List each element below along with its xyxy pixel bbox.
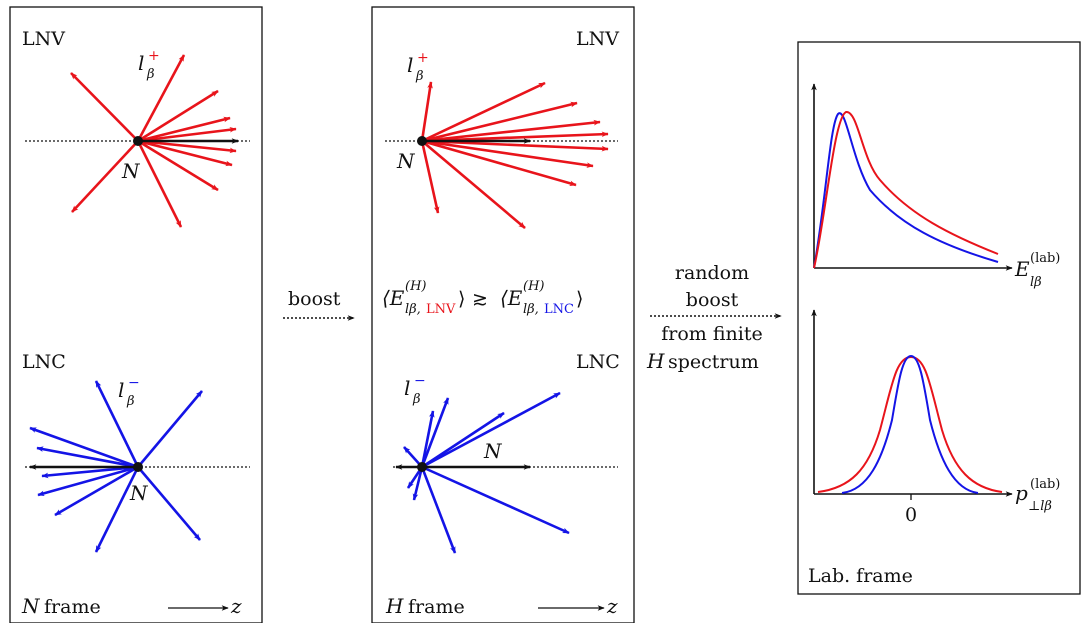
lnc-lepton-arrows-left [29,380,203,553]
lnc-label-left: LNC [22,351,66,373]
svg-text:N: N [21,594,41,618]
svg-text:l: l [407,53,413,77]
svg-text:⟨E: ⟨E [382,286,405,310]
svg-text:l: l [138,51,144,75]
svg-text:≳: ≳ [472,288,488,310]
pt-zero-tick-label: 0 [905,504,917,526]
random-boost-line3: from finite [661,323,762,345]
neutrino-label-middle-top: N [396,149,416,173]
lnv-energy-distribution-curve [813,111,999,269]
energy-axis-label: E (lab) lβ [1014,251,1060,290]
svg-text:−: − [128,375,140,391]
lepton-minus-label-middle: l β − [404,373,426,407]
svg-text:LNV: LNV [426,302,456,317]
lnv-lepton-arrows-middle [420,81,609,229]
svg-text:H: H [385,594,404,618]
lab-frame-label: Lab. frame [808,565,913,587]
random-boost-connector: random boost from finite H spectrum [646,262,782,373]
svg-text:LNC: LNC [544,302,574,317]
svg-text:E: E [1014,257,1030,281]
svg-text:⟩: ⟩ [576,288,583,310]
svg-text:frame: frame [408,596,465,618]
svg-text:+: + [417,50,429,66]
svg-text:+: + [148,48,160,64]
neutrino-dot-middle-top [417,136,427,146]
z-axis-label-left: z [230,594,242,618]
n-frame-border [9,6,263,623]
svg-text:l: l [118,378,124,402]
svg-text:frame: frame [44,596,101,618]
boost-connector: boost [283,288,355,321]
svg-text:−: − [414,373,426,389]
lnv-label-middle: LNV [576,28,619,50]
lepton-plus-label-left: l β + [138,48,160,82]
svg-text:β: β [412,392,421,407]
h-frame-caption: H frame [385,594,465,618]
boost-label: boost [288,288,341,310]
svg-text:spectrum: spectrum [668,351,759,373]
svg-text:β: β [126,394,135,409]
svg-text:⊥lβ: ⊥lβ [1028,499,1052,514]
svg-text:(H): (H) [523,279,544,294]
neutrino-dot-left-bottom [133,462,143,472]
neutrino-label-left-top: N [121,159,141,183]
svg-text:β: β [415,69,424,84]
svg-text:l: l [404,376,410,400]
pt-axis-label: p (lab) ⊥lβ [1015,477,1060,514]
lnv-lepton-arrows-left [70,54,237,228]
svg-text:⟩: ⟩ [458,288,465,310]
random-boost-line2: boost [686,289,739,311]
lepton-minus-label-left: l β − [118,375,140,409]
lnc-energy-distribution-curve [813,112,999,269]
neutrino-label-left-bottom: N [129,481,149,505]
lnv-label-left: LNV [22,28,65,50]
svg-text:lβ: lβ [1030,275,1042,290]
mean-energy-relation: ⟨E (H) lβ, LNV ⟩ ≳ ⟨E (H) lβ, LNC ⟩ [382,279,583,317]
z-axis-label-middle: z [606,594,618,618]
svg-text:lβ,: lβ, [523,302,539,317]
svg-text:H: H [646,349,665,373]
lab-frame-panel: E (lab) lβ 0 p (lab) ⊥lβ Lab. frame [797,41,1081,595]
svg-text:⟨E: ⟨E [500,286,523,310]
svg-text:(lab): (lab) [1030,251,1060,266]
h-frame-panel: LNV N l β + ⟨E (H) lβ, LNV ⟩ [371,6,635,623]
n-frame-caption: N frame [21,594,101,618]
lnc-label-middle: LNC [576,351,620,373]
random-boost-line1: random [675,262,749,284]
n-frame-panel: LNV N l β + LNC [9,6,263,623]
h-frame-border [371,6,635,623]
neutrino-dot-left-top [133,136,143,146]
svg-text:lβ,: lβ, [405,302,421,317]
lnv-pt-distribution-curve [817,355,1003,493]
lab-frame-border [797,41,1081,595]
neutrino-dot-middle-bottom [417,462,427,472]
svg-text:(lab): (lab) [1030,477,1060,492]
svg-text:(H): (H) [405,279,426,294]
svg-text:β: β [146,67,155,82]
svg-text:p: p [1015,481,1028,505]
random-boost-line4: H spectrum [646,349,759,373]
lnc-pt-distribution-curve [841,354,979,494]
lepton-plus-label-middle: l β + [407,50,429,84]
lnc-lepton-arrows-middle [403,391,570,554]
neutrino-label-middle-bottom: N [483,439,503,463]
